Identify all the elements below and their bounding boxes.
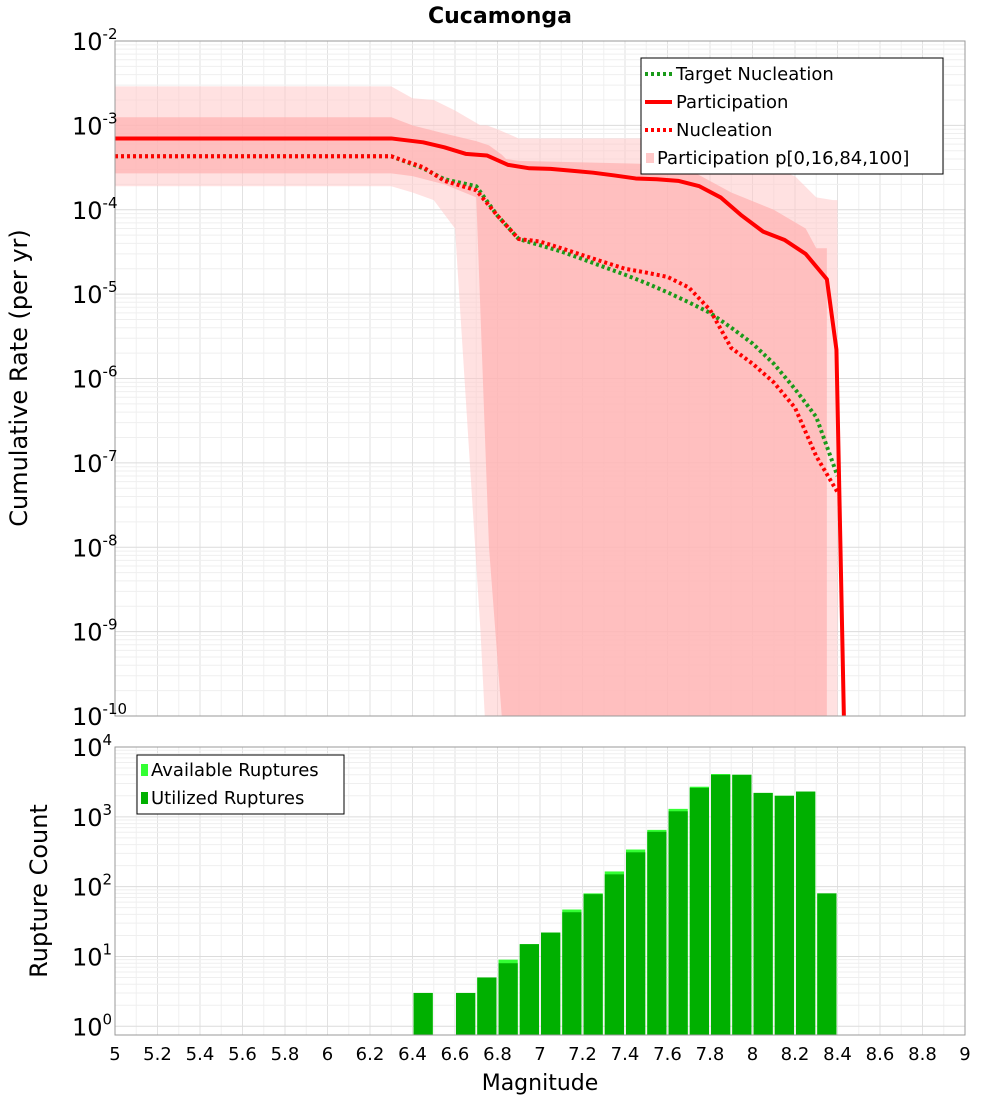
rate-y-tick-label: 10-2 <box>72 25 118 56</box>
count-bar <box>583 894 603 1035</box>
count-x-tick-label: 8.8 <box>908 1044 937 1065</box>
count-bar <box>626 852 646 1035</box>
count-bar <box>753 792 773 1035</box>
count-bar <box>477 977 497 1035</box>
count-x-tick-label: 7 <box>534 1044 545 1065</box>
count-y-ticks: 100 101 102 103 104 <box>72 731 112 1041</box>
rate-legend-label: Target Nucleation <box>675 64 834 85</box>
count-legend-label: Available Ruptures <box>151 760 319 781</box>
count-x-tick-label: 5.8 <box>271 1044 300 1065</box>
rate-legend-box <box>640 57 944 175</box>
count-x-tick-label: 7.2 <box>568 1044 597 1065</box>
rate-series-line <box>115 154 840 494</box>
rate-band <box>115 117 827 716</box>
rate-panel: 10-10 10-9 10-8 10-7 10-6 10-5 10-4 10-3 10-2 Cu… <box>5 25 966 731</box>
count-y-tick-label: 101 <box>72 940 112 971</box>
count-bar <box>562 912 582 1035</box>
rate-y-tick-label: 10-3 <box>72 109 118 140</box>
rate-legend-swatch <box>646 153 654 163</box>
count-x-tick-label: 6.2 <box>356 1044 385 1065</box>
count-bar <box>456 992 476 1035</box>
count-bar <box>413 992 433 1035</box>
count-bar <box>668 811 688 1035</box>
count-bar <box>711 774 731 1035</box>
count-x-tick-label: 8.6 <box>866 1044 895 1065</box>
rate-legend: Target Nucleation Participation Nucleation… <box>640 57 944 175</box>
count-x-tick-label: 5.4 <box>186 1044 215 1065</box>
count-bar <box>647 831 667 1035</box>
count-bar <box>519 944 539 1035</box>
count-y-tick-label: 104 <box>72 731 112 762</box>
count-bar <box>689 787 709 1035</box>
rate-y-axis-label: Cumulative Rate (per yr) <box>5 229 33 527</box>
count-x-ticks: 5 5.2 5.4 5.6 5.8 6 6.2 6.4 6.6 6.8 7 7.2 7.4 7.6 7.8 8… <box>109 1044 970 1065</box>
count-bar <box>498 963 518 1035</box>
rate-legend-label: Nucleation <box>676 120 772 141</box>
count-x-tick-label: 8 <box>747 1044 758 1065</box>
rate-legend-label: Participation <box>676 92 788 113</box>
count-legend-swatch <box>141 792 148 804</box>
count-x-tick-label: 7.8 <box>696 1044 725 1065</box>
rate-series-lines <box>115 136 846 717</box>
rate-series-line <box>115 136 846 717</box>
count-y-axis-label: Rupture Count <box>25 804 53 978</box>
count-bar <box>796 791 816 1035</box>
rate-y-tick-label: 10-9 <box>72 616 118 647</box>
rate-y-tick-label: 10-5 <box>72 278 118 309</box>
count-bar <box>774 795 794 1035</box>
count-x-tick-label: 6.4 <box>398 1044 427 1065</box>
count-bar <box>541 932 561 1035</box>
count-x-tick-label: 9 <box>959 1044 970 1065</box>
count-x-tick-label: 5.2 <box>143 1044 172 1065</box>
count-y-tick-label: 103 <box>72 801 112 832</box>
count-bar <box>732 774 752 1035</box>
rate-y-tick-label: 10-10 <box>72 700 127 731</box>
count-y-tick-label: 102 <box>72 871 112 902</box>
count-x-tick-label: 7.6 <box>653 1044 682 1065</box>
count-x-tick-label: 6.6 <box>441 1044 470 1065</box>
count-x-tick-label: 5 <box>109 1044 120 1065</box>
chart-title: Cucamonga <box>428 4 572 29</box>
count-y-tick-label: 100 <box>72 1010 112 1041</box>
count-legend: Available Ruptures Utilized Ruptures <box>136 754 345 815</box>
count-x-tick-label: 6.8 <box>483 1044 512 1065</box>
count-bars <box>413 774 837 1035</box>
count-bar <box>817 893 837 1035</box>
rate-uncertainty-bands <box>115 86 838 716</box>
x-axis-label: Magnitude <box>482 1071 599 1096</box>
count-x-tick-label: 8.4 <box>823 1044 852 1065</box>
count-x-tick-label: 6 <box>322 1044 333 1065</box>
rate-legend-label: Participation p[0,16,84,100] <box>657 148 909 169</box>
count-x-tick-label: 8.2 <box>781 1044 810 1065</box>
count-plot-frame <box>114 746 966 1036</box>
rate-plot-frame <box>114 40 966 717</box>
rate-y-tick-label: 10-6 <box>72 363 118 394</box>
rate-y-tick-label: 10-4 <box>72 194 118 225</box>
count-legend-label: Utilized Ruptures <box>151 788 304 809</box>
rate-y-ticks: 10-10 10-9 10-8 10-7 10-6 10-5 10-4 10-3 10-2 <box>72 25 127 731</box>
rate-y-tick-label: 10-8 <box>72 531 118 562</box>
rate-y-tick-label: 10-7 <box>72 447 118 478</box>
count-legend-swatch <box>141 764 148 776</box>
count-bar <box>604 874 624 1035</box>
count-x-tick-label: 7.4 <box>611 1044 640 1065</box>
count-panel: 100 101 102 103 104 5 5.2 5.4 5.6 5.8 6 6.2 6.4 6.6 6… <box>25 731 971 1096</box>
count-x-tick-label: 5.6 <box>228 1044 257 1065</box>
count-legend-box <box>136 754 345 815</box>
